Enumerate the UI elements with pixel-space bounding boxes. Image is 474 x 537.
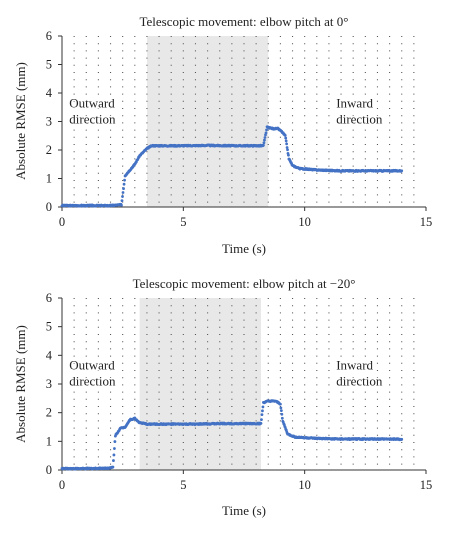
data-point <box>112 459 115 462</box>
chart-2-ylabel: Absolute RMSE (mm) <box>13 325 28 443</box>
data-series <box>60 125 404 208</box>
data-point <box>112 453 116 457</box>
data-point <box>400 437 404 441</box>
y-tick-label: 1 <box>46 434 52 448</box>
data-point <box>111 465 115 469</box>
chart-1-title: Telescopic movement: elbow pitch at 0° <box>140 14 349 29</box>
data-point <box>284 136 288 140</box>
x-tick-label: 10 <box>298 478 311 492</box>
x-tick-label: 15 <box>420 215 433 229</box>
annotation-label: Outward direction <box>69 358 116 389</box>
shaded-region <box>139 298 261 470</box>
data-point <box>121 195 124 198</box>
x-tick-label: 15 <box>420 478 433 492</box>
data-point <box>285 142 289 146</box>
y-tick-label: 4 <box>46 86 53 100</box>
data-point <box>279 406 283 410</box>
data-series <box>60 399 404 471</box>
data-point <box>280 412 284 416</box>
chart-1-ylabel: Absolute RMSE (mm) <box>13 62 28 180</box>
x-tick-label: 0 <box>59 478 65 492</box>
y-tick-label: 2 <box>46 406 52 420</box>
data-point <box>286 148 289 152</box>
data-point <box>262 141 266 145</box>
data-point <box>261 405 265 409</box>
y-tick-label: 1 <box>46 172 52 186</box>
data-point <box>263 136 267 139</box>
y-tick-label: 0 <box>46 200 52 214</box>
chart-1-plot-area: 0 1 2 3 4 5 6 0 5 10 15 Outward direction Inward direc… <box>46 29 433 229</box>
data-point <box>120 203 123 207</box>
data-point <box>123 178 126 182</box>
data-point <box>113 447 116 450</box>
data-point <box>279 409 283 413</box>
data-point <box>259 421 263 425</box>
data-point <box>262 143 265 147</box>
data-point <box>121 191 125 194</box>
data-point <box>280 416 284 420</box>
data-point <box>260 413 264 417</box>
data-point <box>279 402 282 406</box>
data-point <box>285 146 289 149</box>
chart-1-xlabel: Time (s) <box>222 241 266 256</box>
data-point <box>283 134 287 137</box>
x-tick-label: 5 <box>180 478 186 492</box>
x-tick-label: 10 <box>298 215 311 229</box>
data-point <box>263 138 266 142</box>
chart-elbow-pitch-minus-20: Telescopic movement: elbow pitch at −20°… <box>13 276 432 518</box>
data-point <box>265 128 268 132</box>
x-tick-label: 5 <box>180 215 186 229</box>
y-tick-label: 6 <box>46 291 52 305</box>
chart-elbow-pitch-0: Telescopic movement: elbow pitch at 0° 0… <box>13 14 432 256</box>
y-tick-label: 0 <box>46 463 52 477</box>
chart-2-xlabel: Time (s) <box>222 503 266 518</box>
y-tick-label: 5 <box>46 58 52 72</box>
y-tick-label: 3 <box>46 115 52 129</box>
y-tick-label: 5 <box>46 320 52 334</box>
chart-2-plot-area: 0 1 2 3 4 5 6 0 5 10 15 Outward direction Inward direc… <box>46 291 433 492</box>
y-tick-label: 2 <box>46 143 52 157</box>
data-point <box>261 409 264 413</box>
data-point <box>113 440 117 443</box>
y-tick-label: 4 <box>46 348 53 362</box>
x-tick-label: 0 <box>59 215 65 229</box>
annotation-label: Outward direction <box>69 95 116 126</box>
data-point <box>260 418 263 422</box>
data-point <box>122 187 125 190</box>
shaded-region <box>146 36 269 207</box>
data-point <box>287 153 290 157</box>
annotation-label: Inward direction <box>336 358 383 389</box>
y-tick-label: 6 <box>46 29 52 43</box>
data-point <box>120 199 124 203</box>
data-point <box>122 182 126 186</box>
y-tick-label: 3 <box>46 377 52 391</box>
annotation-label: Inward direction <box>336 95 383 126</box>
data-point <box>400 169 404 173</box>
data-point <box>284 139 288 143</box>
chart-2-title: Telescopic movement: elbow pitch at −20° <box>133 276 356 291</box>
data-point <box>264 131 268 135</box>
